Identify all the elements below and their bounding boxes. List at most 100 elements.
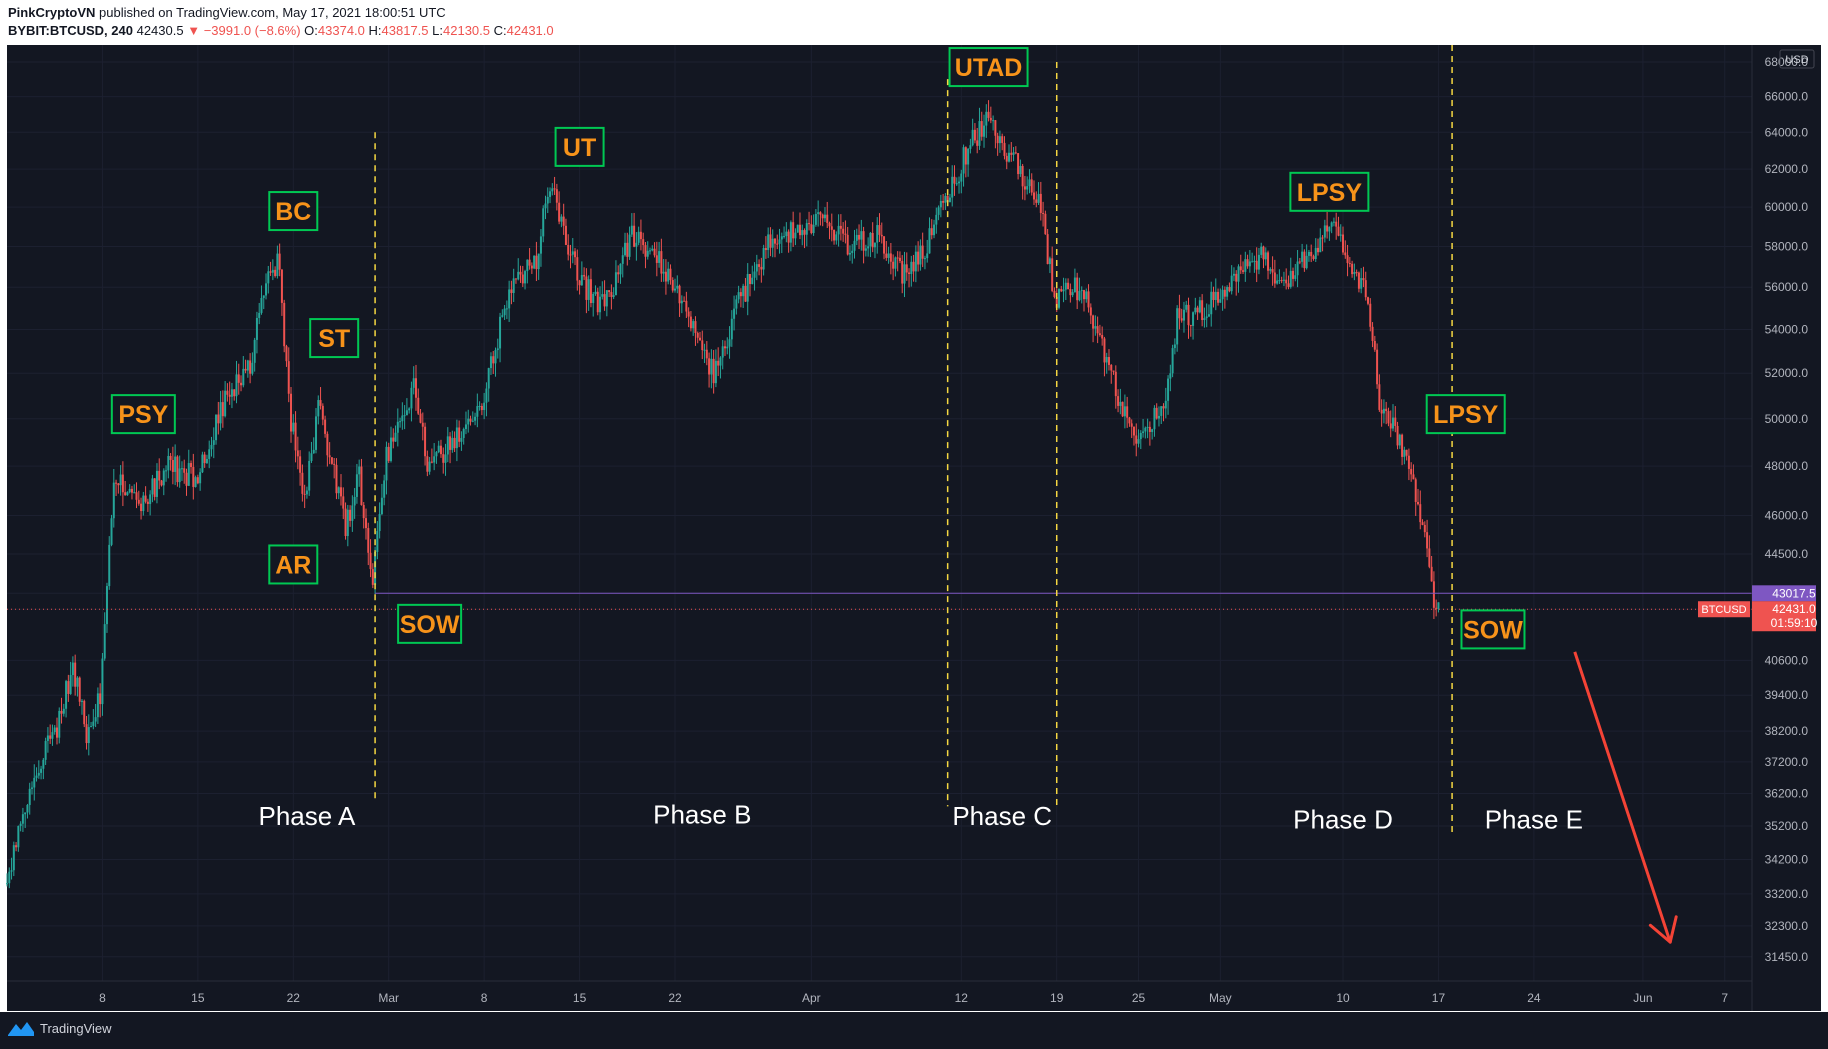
candle-body <box>389 437 392 461</box>
candle-body <box>730 318 733 340</box>
candle-body <box>480 405 483 411</box>
candle-body <box>930 228 933 236</box>
candle-body <box>996 135 999 144</box>
candle-body <box>421 422 424 427</box>
candle-body <box>1042 212 1045 214</box>
candle-body <box>1278 280 1281 282</box>
candle-body <box>994 120 997 136</box>
candle-body <box>1221 289 1224 300</box>
candle-body <box>764 248 767 251</box>
chart-background <box>7 45 1821 1011</box>
candle-body <box>1176 308 1179 345</box>
candle-body <box>517 271 520 280</box>
candle-body <box>358 466 361 475</box>
symbol-label[interactable]: BYBIT:BTCUSD, 240 <box>8 23 133 38</box>
candle-body <box>871 232 874 248</box>
candle-body <box>1378 384 1381 410</box>
candle-body <box>860 231 863 240</box>
candle-body <box>719 357 722 366</box>
candle-body <box>612 295 615 297</box>
y-tick-label: 37200.0 <box>1765 755 1809 769</box>
candle-body <box>1369 303 1372 327</box>
tradingview-brand[interactable]: TradingView <box>8 1020 112 1036</box>
candle-body <box>814 213 817 225</box>
candle-body <box>546 196 549 204</box>
candle-body <box>265 283 268 296</box>
candle-body <box>260 297 263 313</box>
candle-body <box>1005 155 1008 162</box>
candle-body <box>346 509 349 537</box>
phase-label: Phase C <box>952 801 1052 831</box>
candle-body <box>851 250 854 253</box>
candle-body <box>1310 251 1313 257</box>
candle-body <box>1232 273 1235 276</box>
candle-body <box>487 368 490 389</box>
candle-body <box>1289 270 1292 287</box>
candle-body <box>837 225 840 235</box>
candle-body <box>1260 246 1263 255</box>
candle-body <box>689 316 692 329</box>
candle-body <box>937 207 940 215</box>
candle-body <box>444 454 447 463</box>
candle-body <box>439 445 442 455</box>
candle-body <box>1098 333 1101 335</box>
candle-body <box>758 264 761 267</box>
candle-body <box>912 261 915 272</box>
candle-body <box>910 261 913 274</box>
candle-body <box>728 339 731 347</box>
candle-body <box>614 272 617 296</box>
candle-body <box>1160 406 1163 416</box>
candle-body <box>569 254 572 256</box>
candle-body <box>469 418 472 422</box>
candle-body <box>62 708 65 714</box>
candle-body <box>921 245 924 259</box>
candle-body <box>969 145 972 149</box>
candle-body <box>1387 411 1390 424</box>
candle-body <box>530 265 533 269</box>
candle-body <box>864 248 867 251</box>
x-tick-label: 15 <box>573 991 587 1005</box>
candle-body <box>1364 280 1367 298</box>
candle-body <box>574 251 577 258</box>
wyckoff-label-text: LPSY <box>1433 401 1499 429</box>
candle-body <box>1126 406 1129 418</box>
candle-body <box>867 246 870 249</box>
y-axis[interactable]: 68000.0 66000.0 64000.0 62000.0 60000.0 58000… <box>1698 49 1818 964</box>
x-axis[interactable]: 8 15 22 Mar 8 15 22 Apr 12 19 25 May 10 17 24 Jun 7 <box>99 991 1728 1005</box>
candle-body <box>33 777 36 788</box>
candle-body <box>1196 307 1199 313</box>
candle-body <box>626 242 629 257</box>
candle-body <box>630 225 633 235</box>
candle-body <box>312 449 315 454</box>
candle-body <box>721 346 724 358</box>
wyckoff-label: SOW <box>397 603 463 644</box>
candle-body <box>887 253 890 258</box>
candle-body <box>717 360 720 366</box>
candle-body <box>467 418 470 425</box>
wyckoff-label-box <box>1425 394 1506 435</box>
candle-body <box>1237 266 1240 282</box>
candle-body <box>1405 449 1408 456</box>
candle-body <box>1355 272 1358 274</box>
candle-body <box>319 400 322 406</box>
candle-body <box>274 269 277 277</box>
candle-body <box>55 727 58 738</box>
candle-body <box>112 482 115 519</box>
candle-body <box>1055 296 1058 308</box>
candle-body <box>533 255 536 269</box>
candle-body <box>1251 261 1254 263</box>
candle-body <box>124 492 127 496</box>
candle-body <box>1135 435 1138 444</box>
candle-body <box>846 234 849 255</box>
wyckoff-label: SOW <box>1460 609 1526 650</box>
currency-label[interactable]: USD <box>1785 54 1808 66</box>
candle-body <box>1412 474 1415 480</box>
chart-area[interactable]: PSY BC ST AR SOW UT UTAD LPSY LPSY SOW Phase A Pha… <box>0 44 1828 1012</box>
candle-body <box>1337 226 1340 236</box>
author-name[interactable]: PinkCryptoVN <box>8 5 96 20</box>
candle-body <box>1130 423 1133 427</box>
candle-body <box>735 299 738 309</box>
candle-body <box>453 437 456 449</box>
candle-body <box>1044 213 1047 235</box>
